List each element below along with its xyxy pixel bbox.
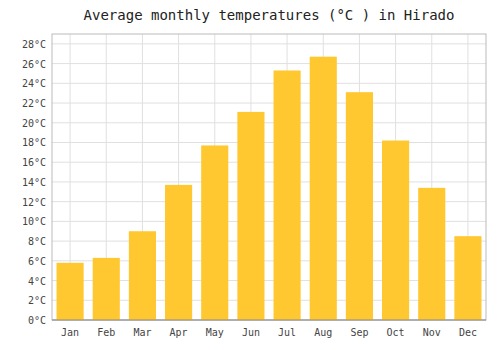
bar bbox=[165, 185, 192, 320]
x-tick-label: May bbox=[206, 327, 224, 338]
y-tick-label: 4°C bbox=[28, 276, 46, 287]
chart-container: Average monthly temperatures (°C ) in Hi… bbox=[0, 0, 500, 350]
bar bbox=[346, 92, 373, 320]
x-axis: Jan Feb Mar Apr May Jun Jul Aug Sep Oct Nov Dec bbox=[52, 320, 486, 338]
bar bbox=[57, 263, 84, 320]
y-grid-line bbox=[52, 320, 486, 321]
y-tick-label: 26°C bbox=[22, 59, 46, 70]
y-tick-label: 12°C bbox=[22, 197, 46, 208]
chart-svg: Average monthly temperatures (°C ) in Hi… bbox=[0, 0, 500, 350]
y-tick-label: 20°C bbox=[22, 118, 46, 129]
y-tick-label: 10°C bbox=[22, 216, 46, 227]
x-tick-label: Oct bbox=[387, 327, 405, 338]
y-tick-label: 14°C bbox=[22, 177, 46, 188]
y-tick-label: 28°C bbox=[22, 39, 46, 50]
y-tick-label: 2°C bbox=[28, 295, 46, 306]
bars bbox=[57, 57, 482, 320]
x-tick-label: Aug bbox=[314, 327, 332, 338]
x-tick-label: Dec bbox=[459, 327, 477, 338]
y-tick-label: 24°C bbox=[22, 78, 46, 89]
y-tick-label: 8°C bbox=[28, 236, 46, 247]
x-tick-label: Jan bbox=[61, 327, 79, 338]
y-grid-line bbox=[52, 142, 486, 143]
x-tick-label: Mar bbox=[133, 327, 151, 338]
bar bbox=[310, 57, 337, 320]
y-grid-line bbox=[52, 43, 486, 44]
y-axis: 0°C 2°C 4°C 6°C 8°C 10°C 12°C 14°C 16°C 18°C 20°C 2… bbox=[22, 39, 46, 326]
bar bbox=[201, 145, 228, 320]
bar bbox=[274, 70, 301, 320]
bar bbox=[418, 188, 445, 320]
y-grid-line bbox=[52, 103, 486, 104]
x-tick-label: Nov bbox=[423, 327, 441, 338]
x-axis-line bbox=[52, 320, 486, 321]
y-grid-line bbox=[52, 83, 486, 84]
y-tick-label: 0°C bbox=[28, 315, 46, 326]
bar bbox=[129, 231, 156, 320]
y-tick-label: 6°C bbox=[28, 256, 46, 267]
x-tick-label: Apr bbox=[170, 327, 188, 338]
plot-frame bbox=[52, 34, 486, 320]
bar bbox=[382, 141, 409, 320]
x-tick-label: Sep bbox=[350, 327, 368, 338]
x-tick-label: Jul bbox=[278, 327, 296, 338]
y-tick-label: 18°C bbox=[22, 137, 46, 148]
y-grid-line bbox=[52, 63, 486, 64]
bar bbox=[93, 258, 120, 320]
y-grid-line bbox=[52, 122, 486, 123]
x-tick-label: Feb bbox=[97, 327, 115, 338]
y-tick-label: 16°C bbox=[22, 157, 46, 168]
y-grid-line bbox=[52, 181, 486, 182]
y-grid-line bbox=[52, 162, 486, 163]
x-tick-label: Jun bbox=[242, 327, 260, 338]
grid bbox=[52, 34, 486, 320]
bar bbox=[454, 236, 481, 320]
title: Average monthly temperatures (°C ) in Hi… bbox=[84, 7, 455, 23]
bar bbox=[237, 112, 264, 320]
y-tick-label: 22°C bbox=[22, 98, 46, 109]
